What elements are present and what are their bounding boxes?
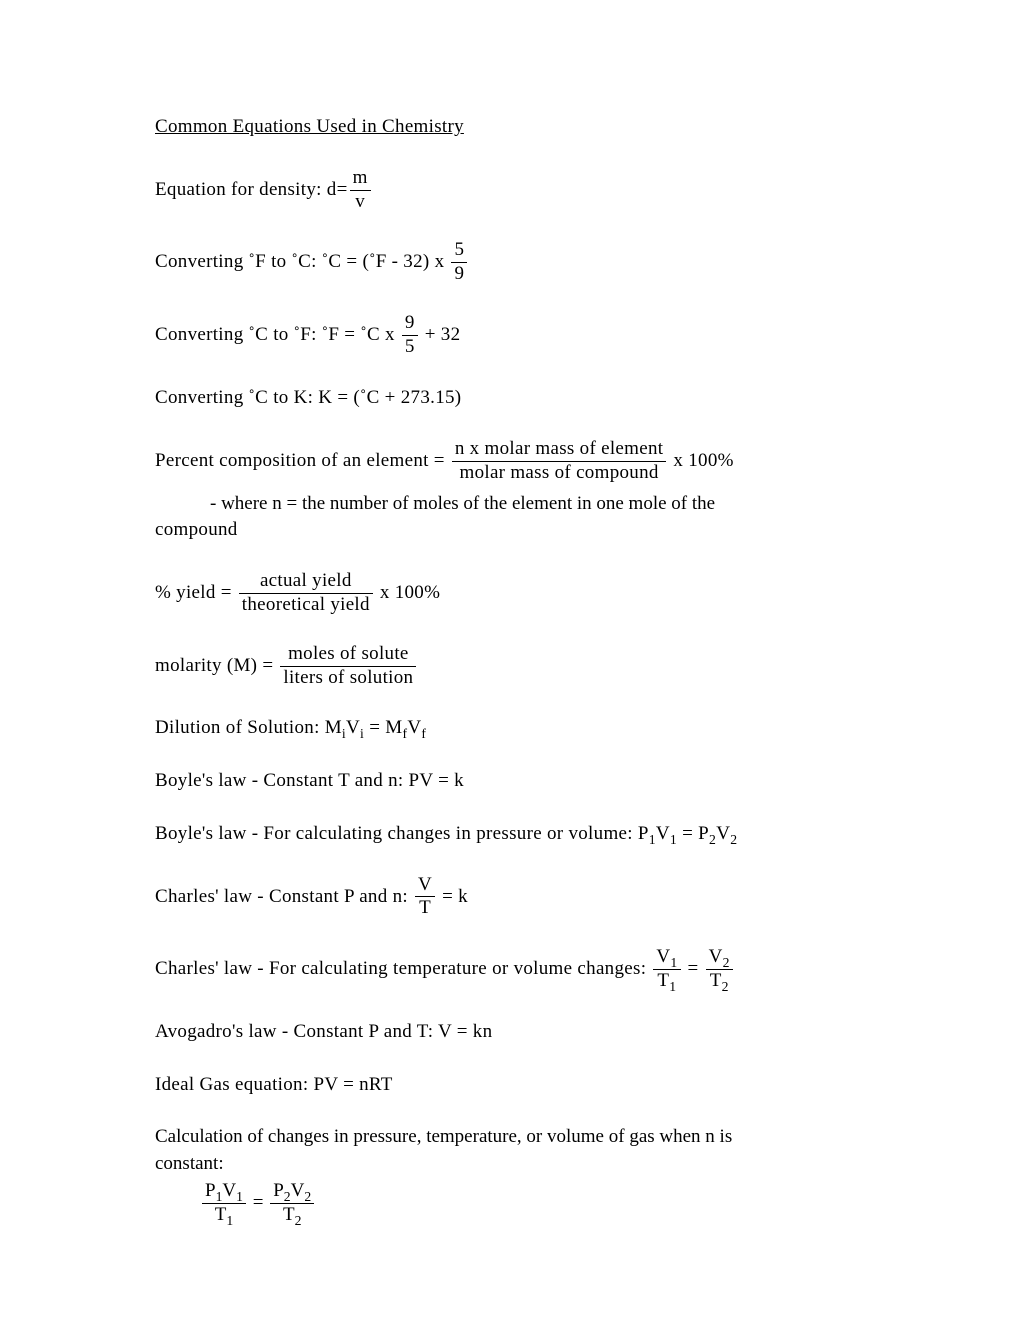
ideal-gas-equation: Ideal Gas equation: PV = nRT bbox=[155, 1073, 865, 1098]
density-den: v bbox=[350, 191, 371, 213]
charles-law-constant: Charles' law - Constant P and n: VT = k bbox=[155, 875, 865, 920]
subscript: 1 bbox=[670, 955, 677, 970]
text: T bbox=[710, 970, 722, 991]
fraction-num: moles of solute bbox=[280, 644, 416, 667]
c-to-f-tail: + 32 bbox=[420, 324, 461, 345]
charles2-label: Charles' law - For calculating temperatu… bbox=[155, 958, 651, 979]
subscript: 1 bbox=[236, 1189, 243, 1204]
fraction-den: T2 bbox=[706, 970, 733, 992]
yield-equation: % yield = actual yieldtheoretical yield … bbox=[155, 571, 865, 616]
boyles-law-changes: Boyle's law - For calculating changes in… bbox=[155, 822, 865, 847]
fraction-num: 5 bbox=[451, 240, 467, 263]
subscript: 2 bbox=[295, 1213, 302, 1228]
density-num: m bbox=[350, 168, 371, 191]
yield-tail: x 100% bbox=[375, 582, 440, 603]
text: T bbox=[215, 1204, 227, 1225]
fraction-num: V2 bbox=[706, 947, 733, 970]
text: = M bbox=[364, 717, 402, 738]
v1-t1-fraction: V1T1 bbox=[653, 947, 680, 992]
fraction-den: 5 bbox=[402, 336, 418, 358]
combined-gas-label: Calculation of changes in pressure, temp… bbox=[155, 1125, 865, 1150]
v2-t2-fraction: V2T2 bbox=[706, 947, 733, 992]
fraction-den: molar mass of compound bbox=[452, 462, 667, 484]
p2v2-t2-fraction: P2V2T2 bbox=[270, 1181, 314, 1226]
text: Boyle's law - For calculating changes in… bbox=[155, 823, 649, 844]
yield-fraction: actual yieldtheoretical yield bbox=[239, 571, 373, 616]
charles-law-changes: Charles' law - For calculating temperatu… bbox=[155, 947, 865, 992]
combined-gas-equation: P1V1T1 = P2V2T2 bbox=[155, 1181, 865, 1226]
c-to-f-label: Converting ˚C to ˚F: ˚F = ˚C x bbox=[155, 324, 400, 345]
subscript: 2 bbox=[284, 1189, 291, 1204]
molarity-label: molarity (M) = bbox=[155, 654, 278, 675]
subscript: 1 bbox=[669, 979, 676, 994]
text: P bbox=[205, 1180, 216, 1201]
f-to-c-equation: Converting ˚F to ˚C: ˚C = (˚F - 32) x 59 bbox=[155, 240, 865, 285]
fraction-den: liters of solution bbox=[280, 667, 416, 689]
p1v1-t1-fraction: P1V1T1 bbox=[202, 1181, 246, 1226]
subscript: 2 bbox=[723, 955, 730, 970]
fraction-den: T1 bbox=[653, 970, 680, 992]
text: V bbox=[716, 823, 730, 844]
fraction-den: theoretical yield bbox=[239, 594, 373, 616]
pct-comp-note2: compound bbox=[155, 518, 865, 543]
density-equation: Equation for density: d=mv bbox=[155, 168, 865, 213]
text: T bbox=[283, 1204, 295, 1225]
fraction-den: T2 bbox=[270, 1204, 314, 1226]
fraction-num: V1 bbox=[653, 947, 680, 970]
subscript: 2 bbox=[722, 979, 729, 994]
density-fraction: mv bbox=[350, 168, 371, 213]
combined-gas-label2: constant: bbox=[155, 1152, 865, 1177]
text: = bbox=[248, 1192, 268, 1213]
charles-label: Charles' law - Constant P and n: bbox=[155, 885, 413, 906]
charles-tail: = k bbox=[437, 885, 468, 906]
text: V bbox=[656, 946, 670, 967]
c-to-f-fraction: 95 bbox=[402, 313, 418, 358]
subscript: f bbox=[421, 726, 426, 741]
text: V bbox=[291, 1180, 305, 1201]
document-page: Common Equations Used in Chemistry Equat… bbox=[0, 0, 1020, 1226]
percent-composition-equation: Percent composition of an element = n x … bbox=[155, 439, 865, 484]
pct-comp-label: Percent composition of an element = bbox=[155, 449, 450, 470]
fraction-num: n x molar mass of element bbox=[452, 439, 667, 462]
pct-comp-note: - where n = the number of moles of the e… bbox=[155, 492, 865, 517]
fraction-den: T bbox=[415, 897, 435, 919]
text: V bbox=[656, 823, 670, 844]
text: P bbox=[273, 1180, 284, 1201]
subscript: 1 bbox=[649, 832, 656, 847]
fraction-den: 9 bbox=[451, 263, 467, 285]
charles-fraction: VT bbox=[415, 875, 435, 920]
fraction-num: actual yield bbox=[239, 571, 373, 594]
molarity-equation: molarity (M) = moles of soluteliters of … bbox=[155, 644, 865, 689]
fraction-num: P2V2 bbox=[270, 1181, 314, 1204]
c-to-k-equation: Converting ˚C to K: K = (˚C + 273.15) bbox=[155, 386, 865, 411]
yield-label: % yield = bbox=[155, 582, 237, 603]
subscript: 2 bbox=[730, 832, 737, 847]
subscript: 1 bbox=[226, 1213, 233, 1228]
text: = bbox=[683, 958, 704, 979]
boyles-law-constant: Boyle's law - Constant T and n: PV = k bbox=[155, 769, 865, 794]
fraction-num: 9 bbox=[402, 313, 418, 336]
text: V bbox=[222, 1180, 236, 1201]
f-to-c-label: Converting ˚F to ˚C: ˚C = (˚F - 32) x bbox=[155, 251, 449, 272]
pct-comp-fraction: n x molar mass of elementmolar mass of c… bbox=[452, 439, 667, 484]
subscript: 2 bbox=[304, 1189, 311, 1204]
page-title: Common Equations Used in Chemistry bbox=[155, 115, 865, 140]
pct-comp-tail: x 100% bbox=[668, 449, 733, 470]
text: T bbox=[657, 970, 669, 991]
avogadros-law: Avogadro's law - Constant P and T: V = k… bbox=[155, 1020, 865, 1045]
density-label: Equation for density: d= bbox=[155, 178, 348, 199]
text: Dilution of Solution: M bbox=[155, 717, 342, 738]
text: V bbox=[346, 717, 360, 738]
f-to-c-fraction: 59 bbox=[451, 240, 467, 285]
text: = P bbox=[677, 823, 709, 844]
c-to-f-equation: Converting ˚C to ˚F: ˚F = ˚C x 95 + 32 bbox=[155, 313, 865, 358]
subscript: 1 bbox=[670, 832, 677, 847]
dilution-equation: Dilution of Solution: MiVi = MfVf bbox=[155, 716, 865, 741]
fraction-den: T1 bbox=[202, 1204, 246, 1226]
molarity-fraction: moles of soluteliters of solution bbox=[280, 644, 416, 689]
fraction-num: P1V1 bbox=[202, 1181, 246, 1204]
text: V bbox=[407, 717, 421, 738]
text: V bbox=[709, 946, 723, 967]
fraction-num: V bbox=[415, 875, 435, 898]
